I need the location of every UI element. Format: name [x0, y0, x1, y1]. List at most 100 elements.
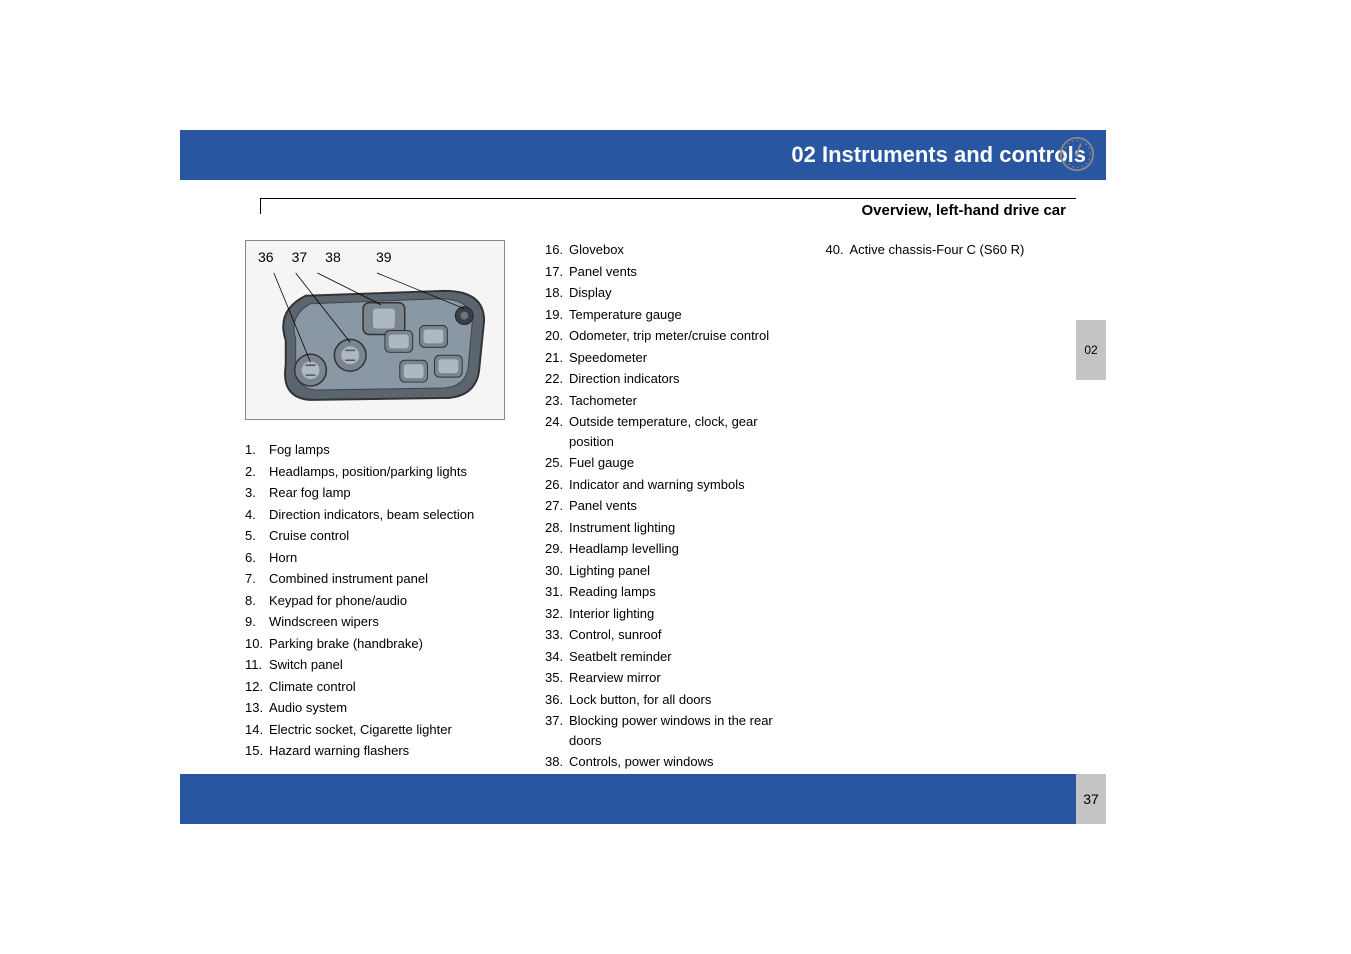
list-item-text: Lighting panel	[569, 561, 796, 581]
list-item: 11.Switch panel	[245, 655, 515, 675]
list-item: 33.Control, sunroof	[545, 625, 796, 645]
list-item-text: Indicator and warning symbols	[569, 475, 796, 495]
list-item-text: Panel vents	[569, 496, 796, 516]
list-item-text: Interior lighting	[569, 604, 796, 624]
list-item-text: Fuel gauge	[569, 453, 796, 473]
list-item: 16.Glovebox	[545, 240, 796, 260]
list-item: 14.Electric socket, Cigarette lighter	[245, 720, 515, 740]
list-item-number: 28.	[545, 518, 569, 538]
list-item-text: Combined instrument panel	[269, 569, 515, 589]
list-item-text: Switch panel	[269, 655, 515, 675]
list-item: 7.Combined instrument panel	[245, 569, 515, 589]
list-item-text: Blocking power windows in the rear doors	[569, 711, 796, 750]
list-item-text: Panel vents	[569, 262, 796, 282]
list-column-1: 1.Fog lamps2.Headlamps, position/parking…	[245, 440, 515, 761]
list-item: 25.Fuel gauge	[545, 453, 796, 473]
list-item-text: Speedometer	[569, 348, 796, 368]
list-item-number: 36.	[545, 690, 569, 710]
list-item-text: Parking brake (handbrake)	[269, 634, 515, 654]
page-number: 37	[1083, 791, 1099, 807]
list-item-number: 10.	[245, 634, 269, 654]
list-item: 10.Parking brake (handbrake)	[245, 634, 515, 654]
list-item-text: Rear fog lamp	[269, 483, 515, 503]
list-item-number: 11.	[245, 655, 269, 675]
list-item: 28.Instrument lighting	[545, 518, 796, 538]
list-item: 8.Keypad for phone/audio	[245, 591, 515, 611]
list-item-text: Fog lamps	[269, 440, 515, 460]
list-item-number: 17.	[545, 262, 569, 282]
list-item-number: 3.	[245, 483, 269, 503]
list-item-text: Seatbelt reminder	[569, 647, 796, 667]
list-item-text: Electric socket, Cigarette lighter	[269, 720, 515, 740]
list-column-3: 40.Active chassis-Four C (S60 R)	[826, 240, 1077, 260]
list-item-text: Windscreen wipers	[269, 612, 515, 632]
list-item-text: Keypad for phone/audio	[269, 591, 515, 611]
list-item: 9.Windscreen wipers	[245, 612, 515, 632]
list-item: 22.Direction indicators	[545, 369, 796, 389]
list-item-number: 24.	[545, 412, 569, 451]
list-item: 6.Horn	[245, 548, 515, 568]
list-item: 3.Rear fog lamp	[245, 483, 515, 503]
list-item-text: Direction indicators	[569, 369, 796, 389]
list-item-number: 12.	[245, 677, 269, 697]
list-item-text: Instrument lighting	[569, 518, 796, 538]
list-item-number: 20.	[545, 326, 569, 346]
list-item-text: Temperature gauge	[569, 305, 796, 325]
list-item-number: 34.	[545, 647, 569, 667]
list-item-text: Horn	[269, 548, 515, 568]
list-column-2: 16.Glovebox17.Panel vents18.Display19.Te…	[545, 240, 796, 793]
list-item: 27.Panel vents	[545, 496, 796, 516]
door-panel-figure: 36 37 38 39	[245, 240, 505, 420]
list-item: 38.Controls, power windows	[545, 752, 796, 772]
list-item-number: 1.	[245, 440, 269, 460]
list-item-number: 33.	[545, 625, 569, 645]
list-item-number: 26.	[545, 475, 569, 495]
list-item-number: 23.	[545, 391, 569, 411]
list-item-number: 32.	[545, 604, 569, 624]
list-item-text: Rearview mirror	[569, 668, 796, 688]
list-item-text: Display	[569, 283, 796, 303]
list-item: 12.Climate control	[245, 677, 515, 697]
list-item: 4.Direction indicators, beam selection	[245, 505, 515, 525]
list-item: 37.Blocking power windows in the rear do…	[545, 711, 796, 750]
list-item-text: Controls, power windows	[569, 752, 796, 772]
list-item-number: 15.	[245, 741, 269, 761]
list-item-text: Lock button, for all doors	[569, 690, 796, 710]
list-item: 2.Headlamps, position/parking lights	[245, 462, 515, 482]
page-number-box: 37	[1076, 774, 1106, 824]
section-title: Overview, left-hand drive car	[861, 202, 1066, 219]
list-item-text: Active chassis-Four C (S60 R)	[850, 240, 1077, 260]
list-item: 29.Headlamp levelling	[545, 539, 796, 559]
list-item: 32.Interior lighting	[545, 604, 796, 624]
list-item-number: 19.	[545, 305, 569, 325]
list-item: 20.Odometer, trip meter/cruise control	[545, 326, 796, 346]
list-item-text: Cruise control	[269, 526, 515, 546]
list-item-text: Reading lamps	[569, 582, 796, 602]
list-item-number: 29.	[545, 539, 569, 559]
list-item-text: Hazard warning flashers	[269, 741, 515, 761]
list-item-text: Glovebox	[569, 240, 796, 260]
list-item-number: 40.	[826, 240, 850, 260]
list-item-number: 27.	[545, 496, 569, 516]
list-item-number: 13.	[245, 698, 269, 718]
list-item-number: 2.	[245, 462, 269, 482]
list-item-text: Direction indicators, beam selection	[269, 505, 515, 525]
list-item: 21.Speedometer	[545, 348, 796, 368]
list-item: 24.Outside temperature, clock, gear posi…	[545, 412, 796, 451]
list-item: 31.Reading lamps	[545, 582, 796, 602]
list-item: 35.Rearview mirror	[545, 668, 796, 688]
section-rule	[260, 198, 1076, 199]
list-item-number: 6.	[245, 548, 269, 568]
list-item-number: 9.	[245, 612, 269, 632]
list-item-text: Headlamps, position/parking lights	[269, 462, 515, 482]
header-bar: 02 Instruments and controls	[180, 130, 1106, 180]
list-item: 40.Active chassis-Four C (S60 R)	[826, 240, 1077, 260]
list-item-text: Control, sunroof	[569, 625, 796, 645]
list-item-number: 7.	[245, 569, 269, 589]
figure-label: 39	[376, 249, 392, 265]
list-item-text: Outside temperature, clock, gear positio…	[569, 412, 796, 451]
list-item: 15.Hazard warning flashers	[245, 741, 515, 761]
figure-label: 37	[292, 249, 308, 265]
list-item: 23.Tachometer	[545, 391, 796, 411]
list-item-number: 30.	[545, 561, 569, 581]
